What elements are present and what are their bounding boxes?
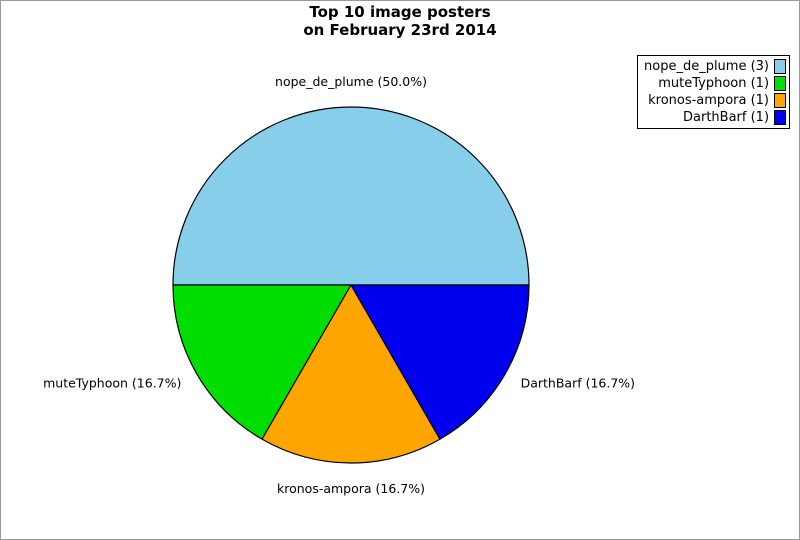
legend-item-label: muteTyphoon (1) bbox=[658, 76, 770, 91]
slice-label-muteTyphoon: muteTyphoon (16.7%) bbox=[43, 375, 182, 391]
legend-swatch-nope_de_plume bbox=[774, 59, 787, 74]
legend: nope_de_plume (3) muteTyphoon (1) kronos-a… bbox=[637, 55, 791, 129]
pie-slice-nope_de_plume bbox=[172, 106, 530, 286]
slice-label-nope_de_plume: nope_de_plume (50.0%) bbox=[275, 74, 427, 90]
legend-item-label: nope_de_plume (3) bbox=[644, 59, 770, 74]
slice-label-kronos-ampora: kronos-ampora (16.7%) bbox=[277, 480, 425, 496]
legend-item-muteTyphoon: muteTyphoon (1) bbox=[644, 75, 787, 92]
legend-swatch-kronos-ampora bbox=[774, 93, 787, 108]
legend-item-nope_de_plume: nope_de_plume (3) bbox=[644, 58, 787, 75]
legend-item-DarthBarf: DarthBarf (1) bbox=[644, 109, 787, 126]
legend-item-label: DarthBarf (1) bbox=[683, 110, 770, 125]
legend-item-label: kronos-ampora (1) bbox=[648, 93, 770, 108]
chart-title-line1: Top 10 image posters bbox=[309, 3, 491, 21]
legend-swatch-DarthBarf bbox=[774, 110, 787, 125]
pie-slice-muteTyphoon bbox=[172, 284, 352, 440]
pie-slice-DarthBarf bbox=[350, 284, 530, 440]
slice-label-DarthBarf: DarthBarf (16.7%) bbox=[520, 375, 636, 391]
pie-slice-kronos-ampora bbox=[261, 284, 441, 464]
legend-swatch-muteTyphoon bbox=[774, 76, 787, 91]
chart-title-line2: on February 23rd 2014 bbox=[303, 20, 497, 39]
legend-item-kronos-ampora: kronos-ampora (1) bbox=[644, 92, 787, 109]
chart-title: Top 10 image posters on February 23rd 20… bbox=[1, 3, 799, 39]
